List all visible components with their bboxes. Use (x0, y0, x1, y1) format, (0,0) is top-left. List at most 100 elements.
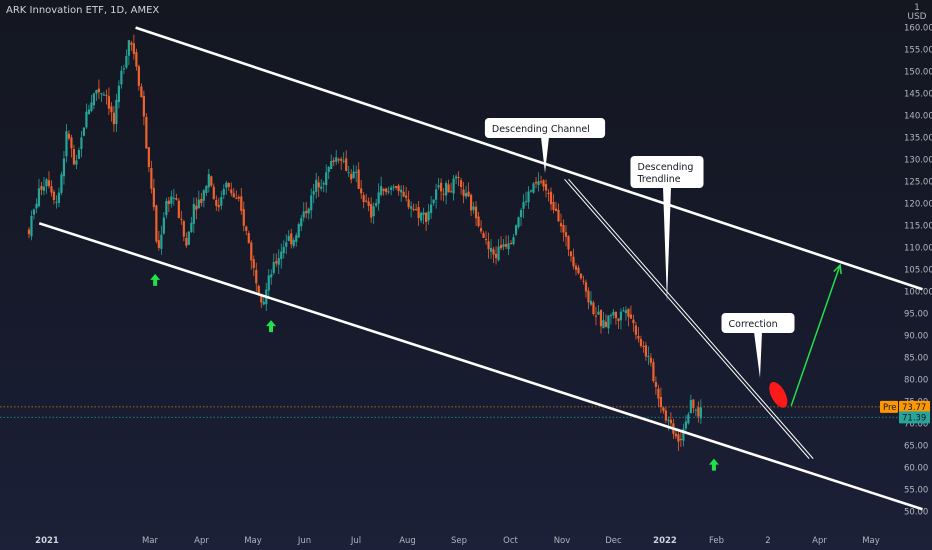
candle-body (514, 225, 518, 235)
candle-body (549, 191, 553, 205)
candle-body (300, 218, 303, 227)
candle-body (534, 181, 538, 184)
descending-trendline-callout-text: Descending (638, 162, 694, 173)
candle-body (165, 201, 168, 216)
candle-body (557, 209, 560, 222)
y-tick-label: 50.00 (904, 507, 928, 517)
candle-body (355, 171, 358, 173)
candle-body (577, 267, 580, 274)
candle-body (529, 190, 533, 192)
candle-body (454, 176, 458, 179)
candle-body (65, 131, 68, 157)
descending-trendline-callout-text: Trendline (637, 174, 681, 185)
candle-body (662, 407, 665, 411)
candle-body (609, 315, 613, 317)
candle-body (440, 182, 443, 192)
x-tick-label: Dec (605, 536, 622, 546)
candle-body (55, 201, 58, 203)
candle-body (60, 174, 63, 193)
candle-body (257, 285, 260, 294)
candle-body (539, 181, 543, 183)
candle-body (42, 186, 46, 191)
projection-arrow-line[interactable] (790, 264, 841, 407)
candle-body (502, 244, 505, 247)
candle-body (487, 241, 490, 250)
candle-body (235, 197, 238, 199)
candle-body (582, 280, 585, 282)
y-tick-label: 130.00 (904, 156, 932, 166)
candle-body (212, 186, 215, 199)
candle-body (32, 209, 36, 215)
candle-body (130, 42, 133, 45)
candle-body (250, 242, 253, 261)
descending-trendline-callout-box[interactable] (630, 156, 704, 188)
trendline-line[interactable] (564, 179, 810, 459)
candle-body (142, 95, 145, 117)
candle-body (122, 68, 125, 70)
candle-body (282, 247, 285, 254)
candle-body (509, 242, 513, 244)
candle-body (425, 212, 428, 223)
candle-body (674, 433, 677, 437)
candle-body (489, 248, 493, 252)
candle-body (347, 172, 350, 174)
y-tick-label: 160.00 (904, 24, 932, 34)
candle-body (667, 419, 670, 421)
candle-body (477, 216, 480, 227)
candle-body (342, 160, 345, 162)
candle-body (400, 189, 403, 193)
candle-body (474, 206, 478, 219)
candle-body (337, 159, 340, 161)
candle-body (447, 184, 450, 193)
descending-channel-callout-box[interactable] (484, 118, 606, 138)
candle-body (45, 179, 48, 187)
candle-body (160, 234, 163, 249)
trendline-line-parallel[interactable] (568, 179, 814, 459)
candle-body (190, 222, 193, 232)
candle-body (647, 355, 650, 358)
candle-body (622, 310, 625, 312)
channel-upper-line[interactable] (135, 26, 923, 291)
candle-body (95, 89, 98, 94)
candle-body (627, 308, 630, 317)
channel-lower-line[interactable] (38, 222, 923, 511)
candle-body (335, 157, 338, 162)
candle-body (479, 228, 483, 232)
x-tick-label: Jul (350, 536, 361, 546)
correction-callout-pointer (754, 332, 762, 378)
candle-body (125, 55, 128, 68)
candle-body (82, 127, 86, 136)
candle-body (317, 182, 320, 188)
candle-body (37, 188, 41, 207)
candle-body (155, 205, 158, 242)
y-tick-label: 110.00 (904, 244, 932, 254)
candle-body (387, 191, 390, 193)
candle-body (267, 275, 270, 291)
candle-body (497, 246, 500, 261)
x-tick-label: Mar (142, 536, 159, 546)
candle-body (499, 245, 503, 249)
candle-body (669, 419, 672, 424)
y-tick-label: 120.00 (904, 200, 932, 210)
candle-body (385, 188, 388, 193)
candle-body (127, 40, 130, 56)
correction-ellipse[interactable] (766, 379, 792, 410)
candle-body (437, 185, 440, 188)
candle-body (592, 302, 595, 315)
candle-body (694, 409, 697, 411)
candle-body (292, 240, 295, 247)
y-tick-label: 65.00 (904, 441, 928, 451)
candle-body (245, 226, 248, 231)
candle-body (120, 70, 123, 85)
candle-body (252, 259, 255, 268)
candle-body (679, 439, 682, 441)
candle-body (232, 193, 235, 198)
candle-body (382, 188, 385, 191)
y-tick-label: 80.00 (904, 375, 928, 385)
candle-body (442, 193, 445, 195)
candle-body (180, 218, 183, 220)
correction-callout-box[interactable] (721, 313, 795, 333)
currency-label[interactable]: 1 USD (906, 4, 928, 22)
